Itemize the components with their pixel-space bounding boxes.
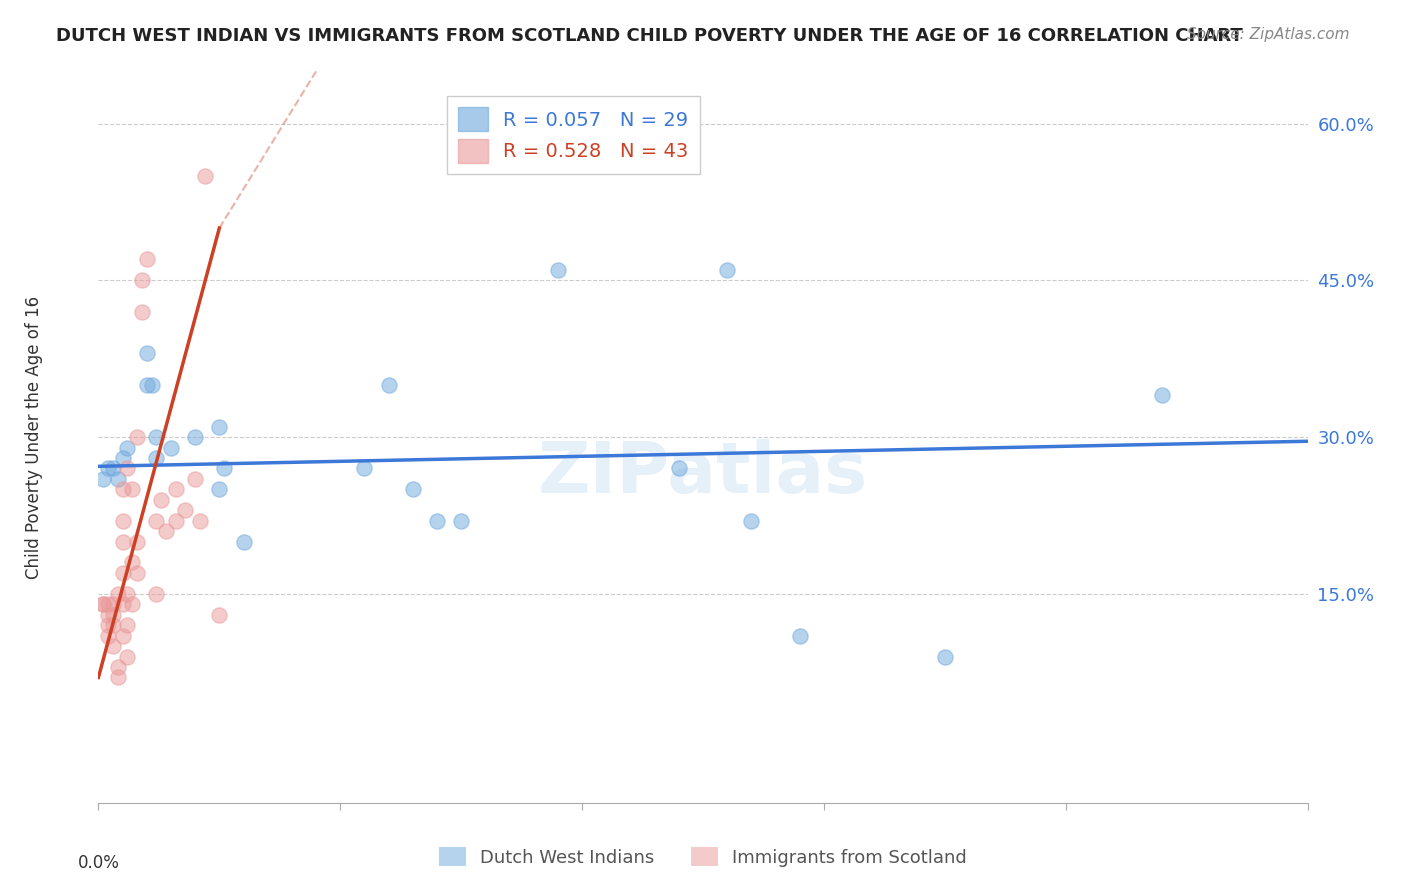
Point [111,629,134,643]
Point [547,263,569,277]
Text: DUTCH WEST INDIAN VS IMMIGRANTS FROM SCOTLAND CHILD POVERTY UNDER THE AGE OF 16 : DUTCH WEST INDIAN VS IMMIGRANTS FROM SCO… [56,27,1243,45]
Point [934,649,956,664]
Legend: R = 0.057   N = 29, R = 0.528   N = 43: R = 0.057 N = 29, R = 0.528 N = 43 [447,95,700,174]
Point [212,461,235,475]
Point [97,618,120,632]
Point [91,597,114,611]
Point [155,524,177,538]
Point [111,483,134,497]
Point [91,597,114,611]
Point [127,566,149,580]
Point [165,483,187,497]
Point [107,472,129,486]
Point [353,461,375,475]
Point [450,514,472,528]
Point [188,514,211,528]
Point [402,483,425,497]
Point [135,377,157,392]
Point [97,597,120,611]
Point [101,639,124,653]
Point [127,430,149,444]
Point [101,461,124,475]
Point [111,514,134,528]
Point [208,483,231,497]
Point [145,430,167,444]
Point [789,629,811,643]
Point [117,441,139,455]
Point [107,660,129,674]
Point [121,483,143,497]
Point [145,450,167,465]
Point [121,556,143,570]
Point [426,514,449,528]
Point [194,169,217,183]
Point [160,441,183,455]
Y-axis label: Child Poverty Under the Age of 16: Child Poverty Under the Age of 16 [25,295,42,579]
Point [150,492,173,507]
Point [97,629,120,643]
Text: 0.0%: 0.0% [77,854,120,872]
Point [141,377,163,392]
Point [121,597,143,611]
Point [145,514,167,528]
Point [101,607,124,622]
Point [740,514,762,528]
Point [131,304,153,318]
Point [111,534,134,549]
Point [208,607,231,622]
Point [97,607,120,622]
Point [107,670,129,684]
Point [101,618,124,632]
Point [145,587,167,601]
Point [232,534,254,549]
Point [208,419,231,434]
Point [101,597,124,611]
Point [184,472,207,486]
Point [135,252,157,267]
Point [111,597,134,611]
Legend: Dutch West Indians, Immigrants from Scotland: Dutch West Indians, Immigrants from Scot… [432,840,974,874]
Point [1152,388,1174,402]
Point [165,514,187,528]
Point [117,618,139,632]
Point [131,273,153,287]
Point [111,566,134,580]
Point [107,587,129,601]
Point [184,430,207,444]
Text: ZIPatlas: ZIPatlas [538,439,868,508]
Point [174,503,197,517]
Point [91,472,114,486]
Point [117,587,139,601]
Point [127,534,149,549]
Point [117,461,139,475]
Point [117,649,139,664]
Point [97,461,120,475]
Point [377,377,399,392]
Text: Source: ZipAtlas.com: Source: ZipAtlas.com [1187,27,1350,42]
Point [135,346,157,360]
Point [716,263,738,277]
Point [111,450,134,465]
Point [668,461,690,475]
